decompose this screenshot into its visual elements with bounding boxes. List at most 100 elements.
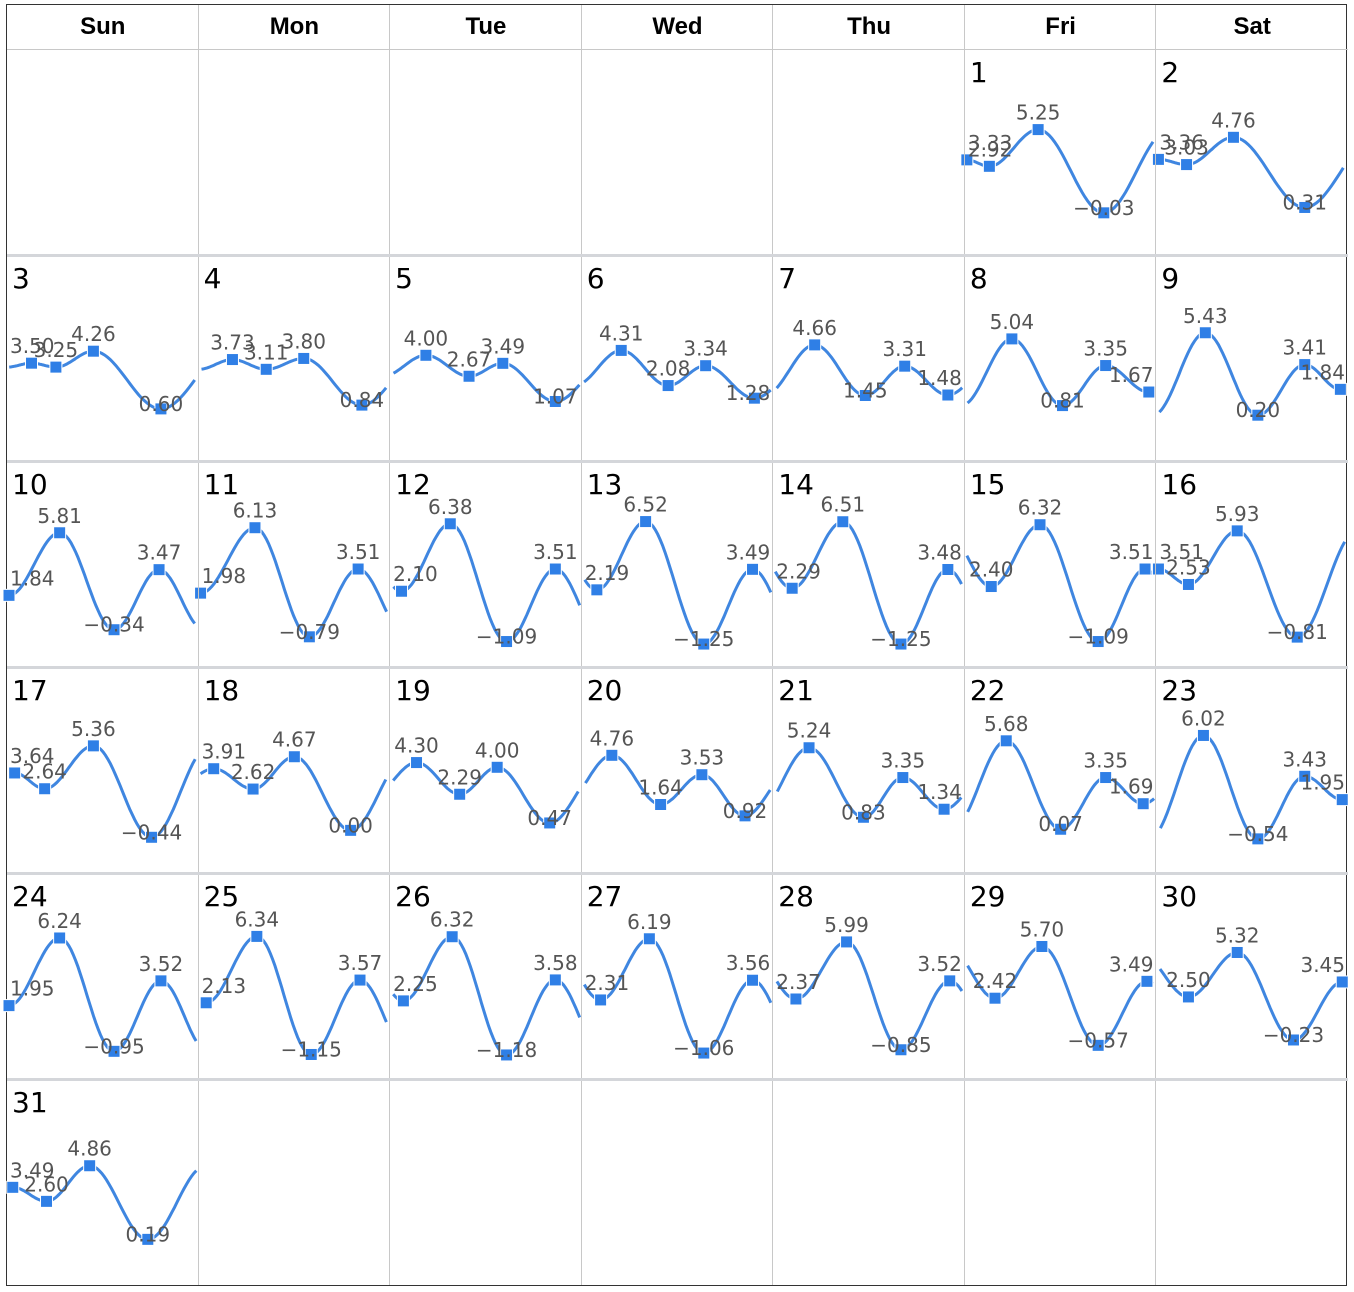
day-cell: 1 3.332.925.25 −0.03 — [960, 56, 1155, 220]
day-number: 25 — [204, 880, 240, 913]
tide-marker — [355, 398, 369, 412]
weekday-header: Sat — [1156, 5, 1348, 50]
tide-value-label: 3.53 — [680, 746, 725, 770]
tide-value-label: 1.98 — [202, 564, 247, 588]
day-number: 23 — [1161, 674, 1197, 707]
day-number: 22 — [970, 674, 1006, 707]
tide-value-label: 3.41 — [1282, 336, 1327, 360]
tide-marker — [639, 515, 653, 529]
grid-row-divider — [7, 666, 1348, 669]
tide-value-label: 3.52 — [917, 952, 962, 976]
tide-marker — [1138, 562, 1152, 576]
tide-marker — [960, 153, 974, 167]
tide-value-label: 0.47 — [527, 806, 572, 830]
tide-marker — [462, 369, 476, 383]
day-cell: 30 2.505.32 −0.23 3.45 — [1158, 880, 1349, 1047]
tide-value-label: 3.31 — [882, 337, 927, 361]
tide-marker — [1142, 385, 1156, 399]
tide-curve — [201, 356, 388, 407]
tide-marker — [1180, 158, 1194, 172]
tide-value-label: 3.51 — [1159, 540, 1204, 564]
tide-marker — [1091, 1038, 1105, 1052]
day-cell: 13 2.19 6.52 −1.25 3.49 — [583, 468, 773, 651]
tide-marker — [1226, 130, 1240, 144]
tide-value-label: 5.24 — [787, 719, 832, 743]
day-number: 19 — [395, 674, 431, 707]
tide-marker — [1054, 822, 1068, 836]
tide-value-label: 3.35 — [881, 749, 926, 773]
tide-value-label: 5.04 — [990, 310, 1035, 334]
tide-curve — [583, 520, 773, 646]
day-cell: 7 4.66 1.45 3.31 1.48 — [775, 262, 964, 402]
tide-marker — [246, 782, 260, 796]
tide-marker — [248, 521, 262, 535]
day-cell: 85.04 0.81 3.351.67 — [966, 262, 1156, 413]
tide-marker — [695, 768, 709, 782]
day-number: 31 — [12, 1086, 48, 1119]
tide-marker — [107, 1044, 121, 1058]
tide-value-label: 6.19 — [627, 910, 672, 934]
tide-value-label: 3.34 — [683, 337, 728, 361]
tide-value-label: 3.36 — [1159, 130, 1204, 154]
tide-value-label: 1.28 — [726, 381, 771, 405]
tide-marker — [548, 394, 562, 408]
tide-marker — [25, 356, 39, 370]
day-number: 8 — [970, 262, 988, 295]
tide-value-label: 1.67 — [1109, 363, 1154, 387]
tide-marker — [145, 830, 159, 844]
tide-value-label: 3.91 — [202, 740, 247, 764]
tide-value-label: 0.83 — [841, 800, 886, 824]
tide-marker — [395, 584, 409, 598]
tide-value-label: 0.84 — [340, 388, 385, 412]
tide-marker — [344, 823, 358, 837]
grid-row-divider — [7, 1078, 1348, 1081]
tide-value-label: −1.15 — [281, 1037, 342, 1061]
tide-marker — [83, 1159, 97, 1173]
day-cell: 12 2.10 6.38 −1.09 3.51 — [392, 468, 582, 649]
tide-value-label: 2.50 — [1166, 968, 1211, 992]
tide-marker — [1035, 939, 1049, 953]
tide-value-label: 1.95 — [10, 977, 55, 1001]
tide-marker — [1091, 635, 1105, 649]
tide-value-label: 4.26 — [71, 322, 116, 346]
tide-marker — [1230, 524, 1244, 538]
tide-value-label: 2.10 — [393, 562, 438, 586]
day-number: 28 — [778, 880, 814, 913]
tide-marker — [250, 929, 264, 943]
tide-value-label: −0.44 — [121, 820, 182, 844]
day-cell: 10 1.84 5.81 −0.34 3.47 — [2, 468, 196, 637]
tide-value-label: 1.34 — [917, 780, 962, 804]
tide-value-label: 2.37 — [776, 970, 821, 994]
tide-marker — [1196, 728, 1210, 742]
tide-value-label: 3.48 — [917, 540, 962, 564]
tide-value-label: 3.49 — [10, 1158, 55, 1182]
tide-marker — [1335, 793, 1349, 807]
tide-marker — [40, 1194, 54, 1208]
tide-marker — [1251, 408, 1265, 422]
tide-value-label: 6.32 — [1018, 496, 1063, 520]
tide-marker — [500, 1048, 514, 1062]
tide-calendar: 1 3.33 2.92 5.25 −0.03 2 3.36 3.03 4.76 0.31 3 3.50… — [2, 4, 1349, 1286]
tide-value-label: 3.52 — [139, 952, 184, 976]
tide-marker — [259, 362, 273, 376]
day-number: 3 — [12, 262, 30, 295]
tide-value-label: 3.64 — [10, 744, 55, 768]
tide-value-label: 3.49 — [481, 334, 526, 358]
tide-value-label: −1.09 — [476, 625, 537, 649]
tide-value-label: 1.95 — [1300, 771, 1345, 795]
day-number: 9 — [1161, 262, 1179, 295]
tide-marker — [982, 159, 996, 173]
tide-marker — [699, 359, 713, 373]
tide-value-label: 6.32 — [430, 908, 475, 932]
tide-marker — [154, 974, 168, 988]
tide-marker — [1033, 518, 1047, 532]
tide-value-label: −0.34 — [83, 613, 144, 637]
tide-value-label: 0.92 — [723, 799, 768, 823]
tide-marker — [351, 562, 365, 576]
tide-marker — [225, 353, 239, 367]
tide-marker — [543, 816, 557, 830]
tide-marker — [1181, 990, 1195, 1004]
tide-marker — [419, 348, 433, 362]
tide-value-label: 1.84 — [10, 566, 55, 590]
tide-value-label: 3.47 — [137, 541, 182, 565]
